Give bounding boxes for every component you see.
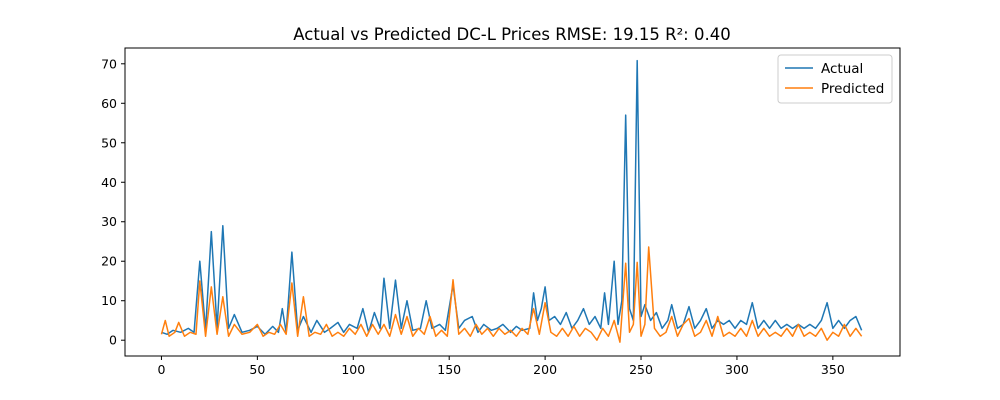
y-tick-label: 40 <box>101 175 117 190</box>
x-axis: 0 50 100 150 200 250 300 350 <box>157 356 845 377</box>
x-tick-label: 100 <box>341 362 365 377</box>
y-tick-label: 60 <box>101 96 117 111</box>
legend-label-predicted: Predicted <box>821 81 884 97</box>
series-line-actual <box>161 59 863 336</box>
x-tick-label: 150 <box>437 362 461 377</box>
x-tick-label: 250 <box>629 362 653 377</box>
y-tick-label: 70 <box>101 56 117 71</box>
x-tick-label: 350 <box>821 362 845 377</box>
series-layer <box>160 59 863 343</box>
x-tick-label: 300 <box>725 362 749 377</box>
y-tick-label: 30 <box>101 214 117 229</box>
plot-frame <box>124 47 901 357</box>
x-tick-label: 200 <box>533 362 557 377</box>
chart-title: Actual vs Predicted DC-L Prices RMSE: 19… <box>293 25 730 44</box>
legend-label-actual: Actual <box>821 61 863 77</box>
legend: Actual Predicted <box>777 54 893 104</box>
y-tick-label: 0 <box>109 333 117 348</box>
x-tick-label: 0 <box>157 362 165 377</box>
y-axis: 0 10 20 30 40 50 60 70 <box>101 56 125 348</box>
y-tick-label: 50 <box>101 135 117 150</box>
legend-box <box>777 54 893 104</box>
y-tick-label: 10 <box>101 293 117 308</box>
x-tick-label: 50 <box>249 362 265 377</box>
series-line-predicted <box>160 246 863 343</box>
y-tick-label: 20 <box>101 254 117 269</box>
